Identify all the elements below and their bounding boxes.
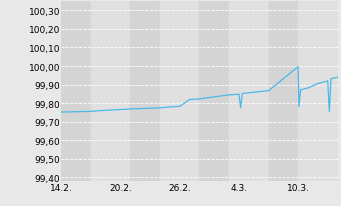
Bar (229, 2, 269, 181)
Bar (199, 2, 229, 181)
Bar (131, 2, 160, 181)
Bar (298, 2, 338, 181)
Bar (61, 2, 91, 181)
Bar (269, 2, 298, 181)
Bar (91, 2, 131, 181)
Bar (160, 2, 199, 181)
